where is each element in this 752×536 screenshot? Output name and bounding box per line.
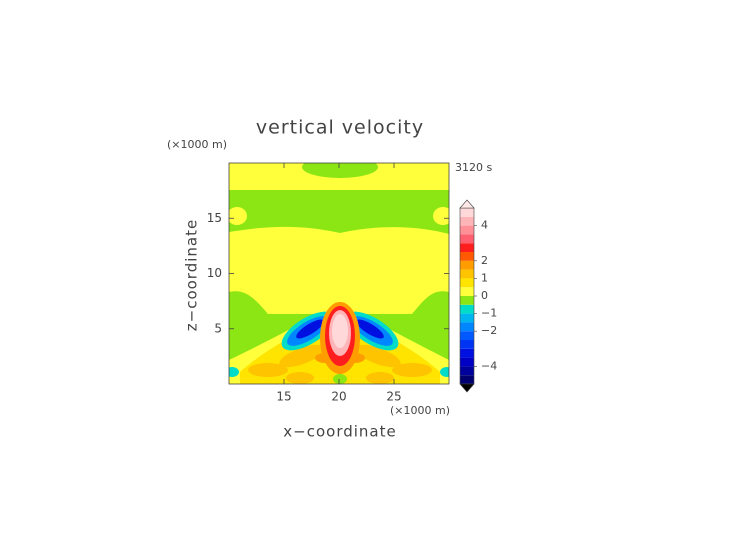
chart-title: vertical velocity xyxy=(256,117,424,139)
colorbar-tick-label: 4 xyxy=(481,219,488,232)
colorbar-band xyxy=(460,216,474,226)
colorbar-tick-label: 2 xyxy=(481,254,488,267)
colorbar-band xyxy=(460,375,474,384)
y-tick-label: 5 xyxy=(214,321,222,335)
colorbar-band xyxy=(460,357,474,367)
y-unit-label: (×1000 m) xyxy=(167,138,227,151)
colorbar-band xyxy=(460,313,474,323)
colorbar-band xyxy=(460,278,474,288)
field-region xyxy=(356,319,384,339)
colorbar-band xyxy=(460,225,474,235)
colorbar-under xyxy=(459,383,475,393)
time-label: 3120 s xyxy=(455,161,492,174)
x-tick-label: 20 xyxy=(331,390,346,404)
x-tick-label: 15 xyxy=(276,390,291,404)
field-region xyxy=(333,374,347,384)
field-region xyxy=(392,363,432,377)
colorbar-tick-label: 1 xyxy=(481,271,488,284)
colorbar-tick-label: −4 xyxy=(481,359,497,372)
field-region xyxy=(433,207,449,225)
field-region xyxy=(332,314,348,348)
colorbar-tick-label: −1 xyxy=(481,307,497,320)
colorbar-band xyxy=(460,252,474,261)
x-tick-label: 25 xyxy=(386,390,401,404)
field-region xyxy=(286,372,314,384)
colorbar-band xyxy=(460,304,474,314)
colorbar-band xyxy=(460,269,474,279)
y-tick-label: 15 xyxy=(207,211,222,225)
colorbar-band xyxy=(460,260,474,270)
colorbar-band xyxy=(460,287,474,296)
y-axis-label: z−coordinate xyxy=(183,219,201,331)
colorbar-tick-label: −2 xyxy=(481,324,497,337)
y-tick-label: 10 xyxy=(207,266,222,280)
x-axis-label: x−coordinate xyxy=(283,423,396,441)
colorbar-over xyxy=(459,199,475,209)
colorbar-tick-label: 0 xyxy=(481,289,488,302)
field-region xyxy=(296,319,324,339)
field-region xyxy=(355,344,401,368)
field-region xyxy=(229,207,247,225)
colorbar-band xyxy=(460,208,474,217)
field-region xyxy=(229,226,449,314)
colorbar-band xyxy=(460,296,474,305)
field-region xyxy=(440,367,449,377)
field-region xyxy=(279,344,325,368)
colorbar-band xyxy=(460,366,474,376)
contour-field xyxy=(229,163,449,384)
colorbar-band xyxy=(460,243,474,252)
colorbar-band xyxy=(460,340,474,349)
colorbar-band xyxy=(460,322,474,332)
field-region xyxy=(248,363,288,377)
colorbar-band xyxy=(460,348,474,358)
colorbar-band xyxy=(460,331,474,340)
colorbar-band xyxy=(460,234,474,244)
field-region xyxy=(302,163,378,178)
x-unit-label: (×1000 m) xyxy=(390,404,450,417)
field-region xyxy=(229,367,239,377)
field-region xyxy=(366,372,394,384)
